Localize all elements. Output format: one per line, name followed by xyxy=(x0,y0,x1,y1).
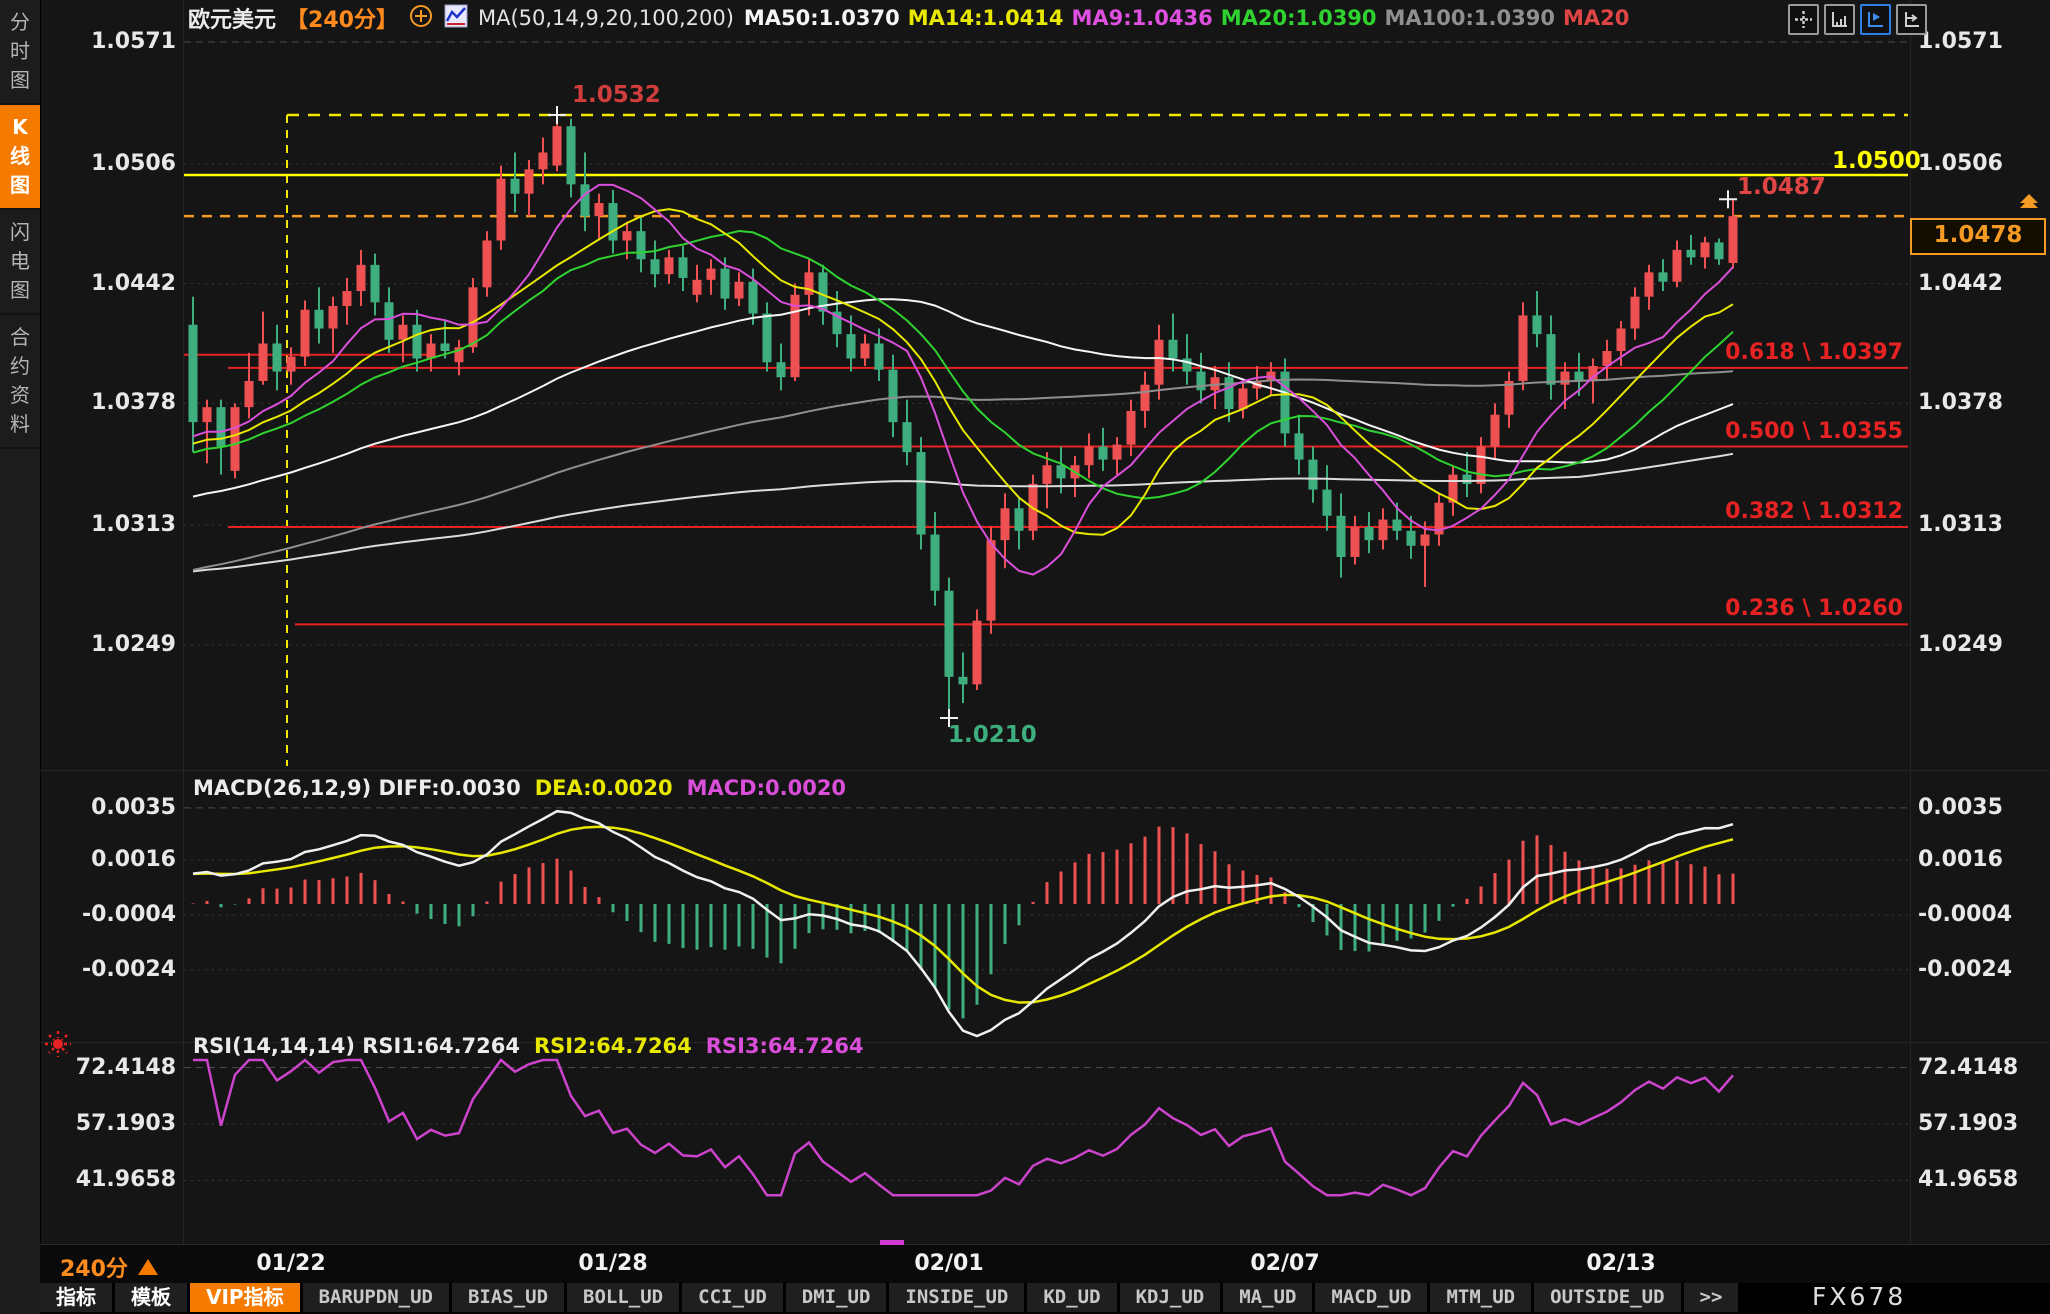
chart-toolbar xyxy=(1788,4,1927,35)
fib-level-label: 0.236 \ 1.0260 xyxy=(1725,596,1903,622)
axis-tick-label: 41.9658 xyxy=(75,1167,176,1193)
tab->>[interactable]: >> xyxy=(1683,1283,1739,1312)
scroll-position-marker[interactable] xyxy=(880,1240,904,1245)
axis-tick-label: 1.0571 xyxy=(1918,29,2003,54)
tab-BIAS_UD[interactable]: BIAS_UD xyxy=(451,1283,565,1312)
tab-KD_UD[interactable]: KD_UD xyxy=(1027,1283,1117,1312)
axis-shift-icon[interactable] xyxy=(1896,4,1927,35)
tab--[interactable]: 模板 xyxy=(115,1283,187,1312)
axis-tick-label: 72.4148 xyxy=(1918,1054,2019,1080)
axis-tick-label: -0.0004 xyxy=(81,901,176,927)
rsi-header-segment: RSI3:64.7264 xyxy=(705,1034,864,1058)
axis-tick-label: 1.0313 xyxy=(1918,512,2003,538)
peak-price-label: 1.0532 xyxy=(572,82,661,108)
axis-tick-label: 1.0571 xyxy=(91,29,176,54)
tab-MTM_UD[interactable]: MTM_UD xyxy=(1430,1283,1532,1312)
fib-level-label: 0.382 \ 1.0312 xyxy=(1725,499,1903,525)
tab-MACD_UD[interactable]: MACD_UD xyxy=(1315,1283,1428,1312)
ma-value-label: MA20 xyxy=(1562,6,1630,30)
axis-tick-label: 57.1903 xyxy=(75,1111,176,1136)
symbol-title: 欧元美元 xyxy=(188,8,277,33)
macd-header-segment: MACD:0.0020 xyxy=(686,776,847,800)
ma-value-label: MA100:1.0390 xyxy=(1384,6,1555,30)
ma-value-label: MA14:1.0414 xyxy=(907,6,1064,30)
axis-tick-label: 72.4148 xyxy=(75,1054,176,1080)
date-label: 01/22 xyxy=(256,1251,326,1276)
ma-value-label: MA50:1.0370 xyxy=(743,6,900,30)
ma-values: MA50:1.0370 MA14:1.0414 MA9:1.0436 MA20:1.0… xyxy=(744,6,1637,30)
axis-tick-label: 1.0442 xyxy=(91,270,176,296)
ma-value-label: MA20:1.0390 xyxy=(1220,6,1377,30)
resistance-price-label: 1.0500 xyxy=(1832,148,1921,174)
date-label: 02/13 xyxy=(1586,1251,1656,1276)
timeframe-indicator[interactable]: 240分 xyxy=(60,1251,158,1283)
axis-tick-label: 1.0313 xyxy=(91,512,176,538)
tab-DMI_UD[interactable]: DMI_UD xyxy=(785,1283,887,1312)
tab--[interactable]: 指标 xyxy=(40,1283,112,1312)
interval-label[interactable]: 【240分】 xyxy=(286,8,398,33)
axis-tick-label: -0.0004 xyxy=(1918,901,2013,927)
watermark: FX678 xyxy=(1812,1282,1907,1311)
pan-crosshair-icon[interactable] xyxy=(1788,4,1819,35)
axis-tick-label: 1.0249 xyxy=(1918,632,2003,657)
sidebar-item-合约资料[interactable]: 合约资料 xyxy=(0,315,40,449)
indicator-tab-bar: 指标 模板 VIP指标 BARUPDN_UD BIAS_UD BOLL_UD CCI_UD D… xyxy=(40,1283,2050,1314)
date-label: 01/28 xyxy=(578,1251,648,1276)
axis-tick-label: 0.0035 xyxy=(1918,794,2003,820)
add-indicator-icon[interactable] xyxy=(408,3,434,33)
rsi-header-segment: RSI2:64.7264 xyxy=(534,1034,692,1058)
date-label: 02/01 xyxy=(914,1251,984,1276)
axis-tick-label: 1.0378 xyxy=(91,390,176,416)
mini-chart-icon[interactable] xyxy=(444,3,468,33)
date-label: 02/07 xyxy=(1250,1251,1320,1276)
tab-BOLL_UD[interactable]: BOLL_UD xyxy=(567,1283,680,1312)
rsi-header-segment: RSI(14,14,14) RSI1:64.7264 xyxy=(193,1034,521,1058)
axis-tick-label: 0.0016 xyxy=(91,847,176,873)
tab-BARUPDN_UD[interactable]: BARUPDN_UD xyxy=(302,1283,449,1312)
tab-KDJ_UD[interactable]: KDJ_UD xyxy=(1119,1283,1221,1312)
tab-INSIDE_UD[interactable]: INSIDE_UD xyxy=(889,1283,1025,1312)
sidebar-item-闪电图[interactable]: 闪电图 xyxy=(0,210,40,315)
chart-header: 欧元美元 【240分】 MA(50,14,9,20,100,200) MA50:… xyxy=(188,3,1637,33)
axis-tick-label: 0.0016 xyxy=(1918,847,2003,873)
axis-tick-label: -0.0024 xyxy=(81,956,176,982)
low-price-label: 1.0210 xyxy=(948,722,1037,748)
up-triangle-icon xyxy=(137,1259,158,1275)
price-up-arrow-icon xyxy=(2020,194,2038,208)
macd-header-segment: DEA:0.0020 xyxy=(534,776,673,800)
axis-tick-label: 1.0506 xyxy=(91,150,176,176)
axis-tick-label: 1.0506 xyxy=(1918,150,2003,176)
axis-scale-icon[interactable] xyxy=(1824,4,1855,35)
tab-CCI_UD[interactable]: CCI_UD xyxy=(682,1283,783,1312)
axis-tick-label: 41.9658 xyxy=(1918,1167,2019,1193)
recent-high-label: 1.0487 xyxy=(1737,174,1826,200)
macd-header-segment: MACD(26,12,9) DIFF:0.0030 xyxy=(193,776,521,800)
fib-level-label: 0.618 \ 1.0397 xyxy=(1725,339,1903,365)
tab-VIP-[interactable]: VIP指标 xyxy=(190,1283,300,1312)
macd-header: MACD(26,12,9) DIFF:0.0030 DEA:0.0020 MACD:… xyxy=(193,776,846,800)
fib-level-label: 0.500 \ 1.0355 xyxy=(1725,418,1903,444)
alert-bell-icon[interactable] xyxy=(40,1026,76,1066)
tab-MA_UD[interactable]: MA_UD xyxy=(1223,1283,1313,1312)
ma-value-label: MA9:1.0436 xyxy=(1071,6,1213,30)
axis-tick-label: 0.0035 xyxy=(91,794,176,820)
current-price-box: 1.0478 xyxy=(1910,218,2046,255)
axis-tick-label: 1.0442 xyxy=(1918,270,2003,296)
tab-OUTSIDE_UD[interactable]: OUTSIDE_UD xyxy=(1534,1283,1681,1312)
rsi-header: RSI(14,14,14) RSI1:64.7264 RSI2:64.7264 RS… xyxy=(193,1034,864,1058)
sidebar-item-分时图[interactable]: 分时图 xyxy=(0,0,40,105)
axis-tick-label: 1.0378 xyxy=(1918,390,2003,416)
axis-tick-label: 57.1903 xyxy=(1918,1111,2019,1136)
axis-tick-label: -0.0024 xyxy=(1918,956,2013,982)
ma-settings-label: MA(50,14,9,20,100,200) xyxy=(477,6,734,30)
time-axis-row: 240分 01/22 01/28 02/01 02/07 02/13 xyxy=(40,1244,2050,1283)
axis-scale-active-icon[interactable] xyxy=(1860,4,1891,35)
right-price-axis[interactable]: 1.0571 1.0506 1.0442 1.0378 1.0313 1.0249 0.00… xyxy=(1916,0,2050,1243)
axis-tick-label: 1.0249 xyxy=(91,632,176,657)
left-price-axis[interactable]: 1.0571 1.0506 1.0442 1.0378 1.0313 1.0249 0.00… xyxy=(40,0,180,1243)
